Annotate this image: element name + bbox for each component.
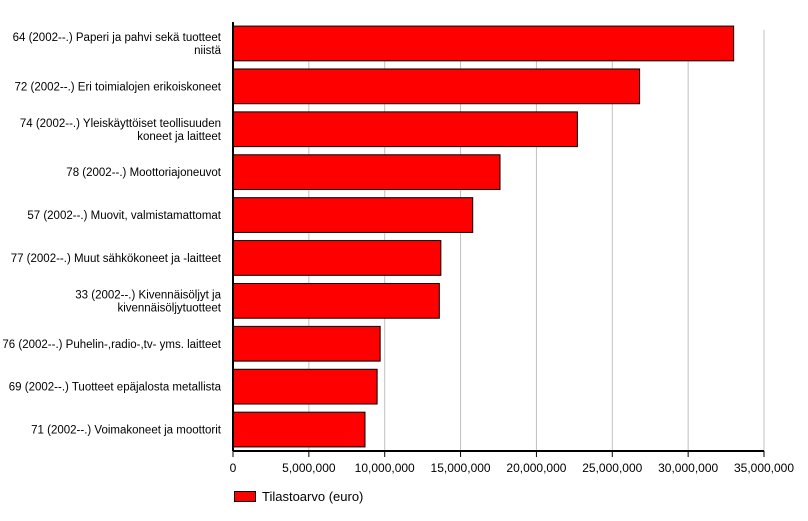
category-label: 78 (2002--.) Moottoriajoneuvot xyxy=(66,167,221,179)
x-tick-label: 10,000,000 xyxy=(355,461,415,475)
x-tick-label: 20,000,000 xyxy=(506,461,566,475)
bar xyxy=(232,111,578,148)
bar xyxy=(232,368,378,405)
x-tick-label: 15,000,000 xyxy=(431,461,491,475)
x-tick-label: 25,000,000 xyxy=(582,461,642,475)
bar xyxy=(232,325,381,362)
bar xyxy=(232,197,474,233)
bar xyxy=(232,154,501,191)
category-label: 77 (2002--.) Muut sähkökoneet ja -laitte… xyxy=(11,253,222,265)
bar xyxy=(232,25,735,62)
category-label: 76 (2002--.) Puhelin-,radio-,tv- yms. la… xyxy=(2,339,221,351)
bar xyxy=(232,282,440,319)
x-axis: 0 5,000,000 10,000,000 15,000,000 20,000,000… xyxy=(230,450,794,475)
x-tick-label: 0 xyxy=(230,461,237,475)
x-tick-label: 30,000,000 xyxy=(658,461,718,475)
legend: Tilastoarvo (euro) xyxy=(234,489,363,504)
category-label: 64 (2002--.) Paperi ja pahvi sekä tuotte… xyxy=(13,32,222,57)
legend-label: Tilastoarvo (euro) xyxy=(262,489,364,504)
category-label: 74 (2002--.) Yleiskäyttöiset teollisuude… xyxy=(20,118,222,143)
category-label: 69 (2002--.) Tuotteet epäjalosta metalli… xyxy=(9,382,222,394)
x-tick-label: 5,000,000 xyxy=(282,461,336,475)
bar xyxy=(232,240,442,276)
legend-swatch xyxy=(234,491,256,502)
category-label: 57 (2002--.) Muovit, valmistamattomat xyxy=(27,210,221,222)
category-label: 71 (2002--.) Voimakoneet ja moottorit xyxy=(31,425,222,437)
bar xyxy=(232,411,366,448)
category-label: 72 (2002--.) Eri toimialojen erikoiskone… xyxy=(15,81,222,93)
category-labels: 64 (2002--.) Paperi ja pahvi sekä tuotte… xyxy=(2,32,221,437)
x-tick-label: 35,000,000 xyxy=(734,461,794,475)
bars xyxy=(232,25,735,448)
bar xyxy=(232,68,641,105)
category-label: 33 (2002--.) Kivennäisöljyt ja kivennäisö… xyxy=(75,289,222,314)
